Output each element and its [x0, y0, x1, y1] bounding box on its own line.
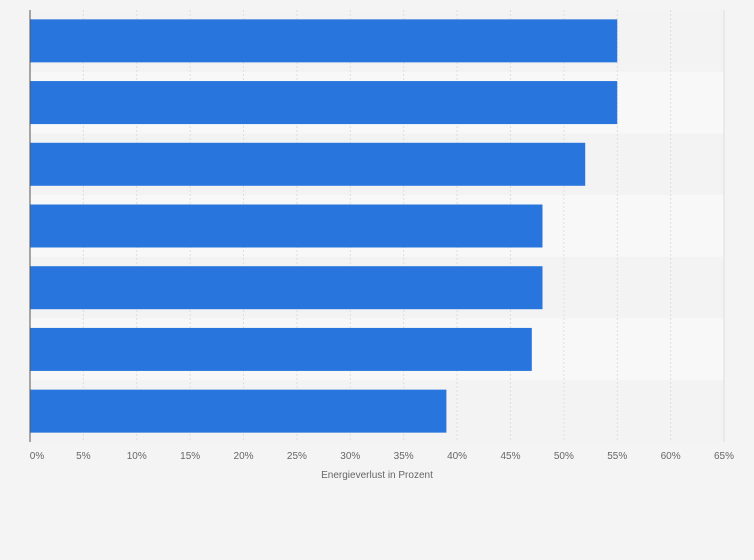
- bars: [30, 19, 618, 433]
- x-tick-label: 25%: [287, 451, 307, 462]
- bar: [30, 327, 532, 371]
- bar: [30, 142, 586, 186]
- x-tick-label: 15%: [180, 451, 200, 462]
- x-tick-label: 35%: [394, 451, 414, 462]
- bar: [30, 81, 618, 125]
- x-tick-label: 0%: [30, 451, 45, 462]
- x-tick-label: 30%: [340, 451, 360, 462]
- x-tick-label: 45%: [500, 451, 520, 462]
- x-tick-label: 60%: [661, 451, 681, 462]
- x-tick-label: 55%: [607, 451, 627, 462]
- x-tick-label: 65%: [714, 451, 734, 462]
- bar: [30, 19, 618, 63]
- x-tick-label: 20%: [234, 451, 254, 462]
- x-axis-title: Energieverlust in Prozent: [321, 470, 433, 481]
- x-tick-labels: 0% 5% 10% 15% 20% 25% 30% 35% 40% 45% 50% 55% 60% 65%: [30, 451, 734, 462]
- x-tick-label: 10%: [127, 451, 147, 462]
- bar: [30, 389, 447, 433]
- bar: [30, 266, 543, 310]
- x-tick-label: 5%: [76, 451, 91, 462]
- x-tick-label: 50%: [554, 451, 574, 462]
- bar: [30, 204, 543, 248]
- x-tick-label: 40%: [447, 451, 467, 462]
